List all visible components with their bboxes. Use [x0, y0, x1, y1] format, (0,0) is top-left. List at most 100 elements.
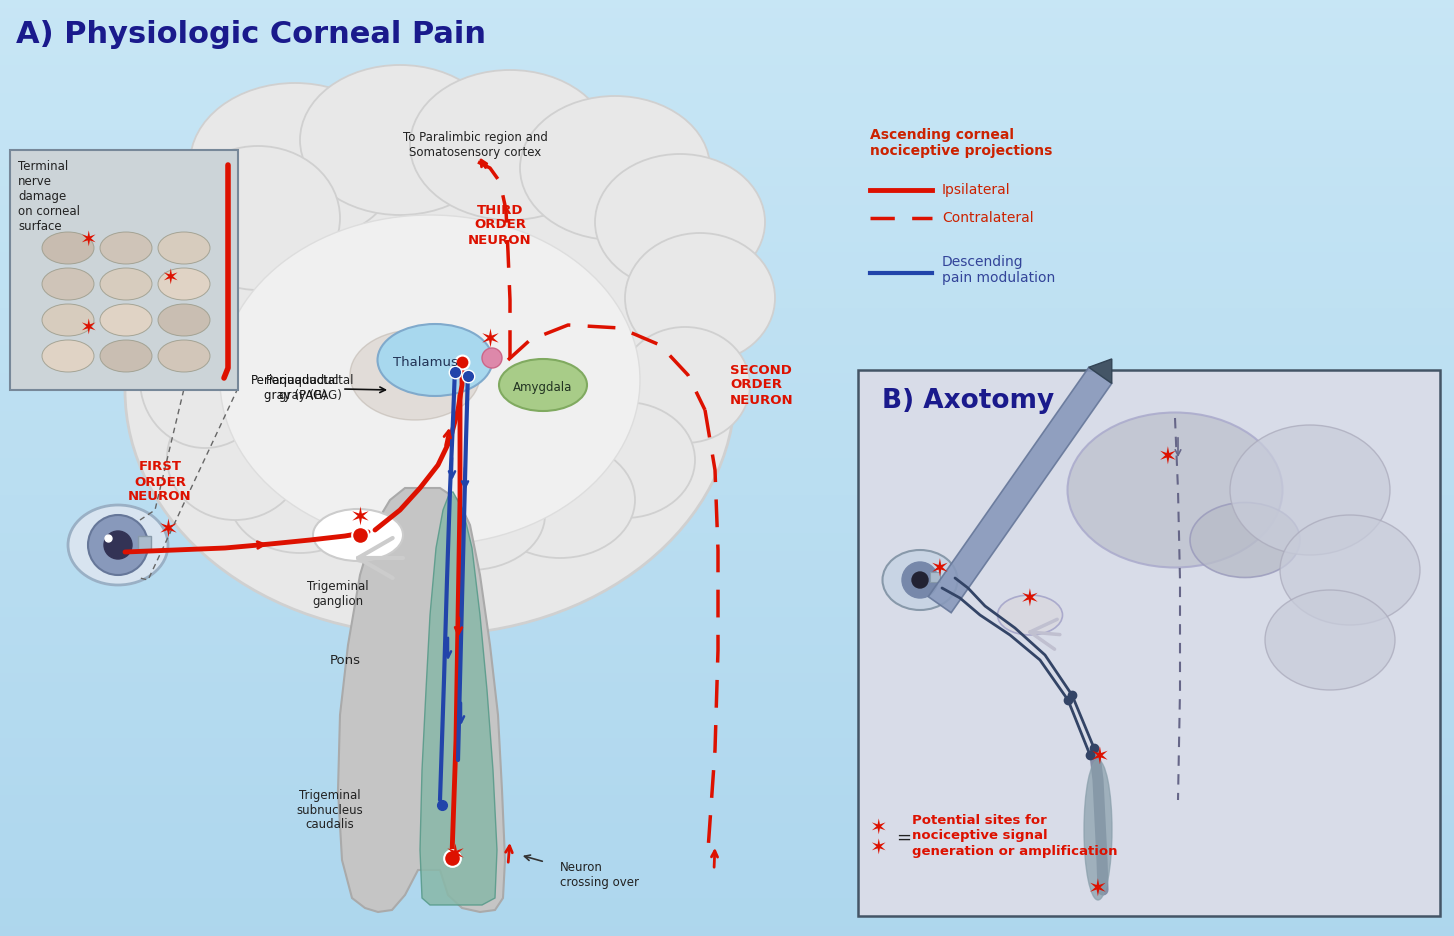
- Text: ✶: ✶: [157, 518, 179, 542]
- Text: Neuron
crossing over: Neuron crossing over: [560, 861, 638, 889]
- Bar: [0, 168, 1454, 178]
- Ellipse shape: [395, 460, 545, 570]
- Text: ✶: ✶: [1090, 746, 1109, 770]
- Bar: [0, 852, 1454, 861]
- Bar: [0, 290, 1454, 300]
- Bar: [0, 356, 1454, 365]
- Ellipse shape: [228, 437, 372, 553]
- Text: Trigeminal
ganglion: Trigeminal ganglion: [307, 580, 369, 608]
- Ellipse shape: [555, 402, 695, 518]
- Bar: [0, 449, 1454, 459]
- Bar: [0, 243, 1454, 253]
- Bar: [0, 75, 1454, 84]
- Ellipse shape: [158, 232, 209, 264]
- Text: Terminal
nerve
damage
on corneal
surface: Terminal nerve damage on corneal surface: [17, 160, 80, 233]
- Text: ✶: ✶: [480, 328, 500, 352]
- Bar: [0, 927, 1454, 936]
- Text: Contralateral: Contralateral: [942, 211, 1034, 225]
- Bar: [0, 730, 1454, 739]
- Bar: [0, 197, 1454, 206]
- Bar: [0, 0, 1454, 9]
- Bar: [0, 786, 1454, 796]
- Text: B) Axotomy: B) Axotomy: [883, 388, 1054, 414]
- Ellipse shape: [100, 304, 153, 336]
- Ellipse shape: [1189, 503, 1300, 578]
- Bar: [0, 56, 1454, 66]
- Bar: [0, 225, 1454, 234]
- Bar: [0, 328, 1454, 337]
- Bar: [0, 749, 1454, 758]
- Ellipse shape: [378, 324, 493, 396]
- Bar: [0, 599, 1454, 608]
- Text: A) Physiologic Corneal Pain: A) Physiologic Corneal Pain: [16, 20, 486, 49]
- Bar: [0, 103, 1454, 112]
- Bar: [0, 674, 1454, 683]
- Text: ✶: ✶: [80, 230, 97, 250]
- Bar: [0, 187, 1454, 197]
- Ellipse shape: [158, 340, 209, 372]
- Bar: [0, 655, 1454, 665]
- Ellipse shape: [42, 268, 95, 300]
- Ellipse shape: [350, 330, 480, 420]
- Circle shape: [912, 572, 928, 588]
- Bar: [0, 543, 1454, 552]
- Text: =: =: [896, 829, 912, 847]
- Ellipse shape: [68, 505, 169, 585]
- Ellipse shape: [167, 396, 302, 520]
- Ellipse shape: [499, 359, 587, 411]
- Polygon shape: [928, 367, 1112, 613]
- Text: Ipsilateral: Ipsilateral: [942, 183, 1011, 197]
- Circle shape: [105, 531, 132, 559]
- Bar: [0, 309, 1454, 318]
- Text: ✶: ✶: [1021, 588, 1040, 612]
- Bar: [0, 515, 1454, 524]
- Text: ✶: ✶: [1088, 878, 1108, 902]
- Bar: [0, 842, 1454, 852]
- Circle shape: [89, 515, 148, 575]
- Bar: [10, 150, 238, 390]
- Bar: [0, 665, 1454, 674]
- Bar: [0, 37, 1454, 47]
- Bar: [0, 814, 1454, 824]
- Bar: [0, 683, 1454, 693]
- Ellipse shape: [1085, 760, 1112, 900]
- Bar: [0, 66, 1454, 75]
- Ellipse shape: [220, 215, 640, 545]
- Bar: [0, 402, 1454, 412]
- Bar: [0, 215, 1454, 225]
- Bar: [0, 824, 1454, 833]
- Bar: [0, 487, 1454, 496]
- Bar: [0, 28, 1454, 37]
- Ellipse shape: [1230, 425, 1390, 555]
- Bar: [0, 618, 1454, 627]
- Bar: [0, 421, 1454, 431]
- Ellipse shape: [1280, 515, 1421, 625]
- Bar: [0, 477, 1454, 487]
- Text: Trigeminal
subnucleus
caudalis: Trigeminal subnucleus caudalis: [297, 788, 364, 831]
- Bar: [0, 412, 1454, 421]
- Bar: [0, 721, 1454, 730]
- Circle shape: [481, 348, 502, 368]
- Text: ✶: ✶: [931, 558, 949, 582]
- Bar: [0, 140, 1454, 150]
- Ellipse shape: [1067, 413, 1282, 567]
- Bar: [0, 337, 1454, 346]
- Bar: [0, 94, 1454, 103]
- Ellipse shape: [100, 268, 153, 300]
- Ellipse shape: [521, 96, 710, 240]
- Ellipse shape: [42, 340, 95, 372]
- Bar: [0, 562, 1454, 571]
- Bar: [0, 262, 1454, 271]
- Ellipse shape: [595, 154, 765, 290]
- Bar: [0, 608, 1454, 618]
- Bar: [0, 870, 1454, 880]
- Bar: [0, 384, 1454, 393]
- Bar: [0, 552, 1454, 562]
- Ellipse shape: [313, 509, 403, 561]
- Ellipse shape: [145, 225, 289, 365]
- Bar: [0, 505, 1454, 515]
- Bar: [0, 365, 1454, 374]
- Bar: [0, 646, 1454, 655]
- Text: Descending
pain modulation: Descending pain modulation: [942, 255, 1056, 285]
- Ellipse shape: [100, 340, 153, 372]
